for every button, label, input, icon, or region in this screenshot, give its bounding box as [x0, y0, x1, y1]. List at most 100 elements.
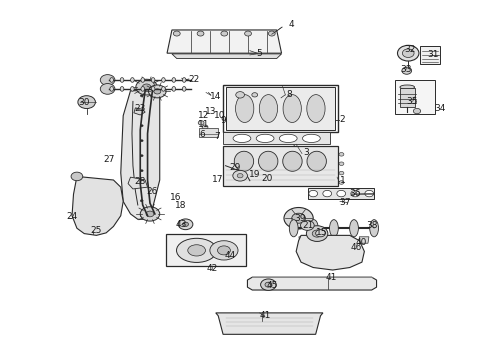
- Ellipse shape: [110, 78, 114, 82]
- Text: 6: 6: [199, 130, 205, 139]
- Circle shape: [221, 31, 228, 36]
- Ellipse shape: [162, 87, 165, 91]
- Circle shape: [78, 96, 96, 109]
- Text: 42: 42: [206, 264, 218, 273]
- Circle shape: [339, 162, 344, 166]
- Polygon shape: [339, 237, 349, 243]
- Ellipse shape: [307, 95, 325, 122]
- Ellipse shape: [182, 78, 186, 82]
- Polygon shape: [72, 176, 123, 235]
- Ellipse shape: [400, 85, 415, 89]
- Ellipse shape: [310, 220, 318, 237]
- Text: 21: 21: [303, 221, 314, 230]
- Circle shape: [140, 215, 143, 217]
- Text: 23: 23: [135, 104, 146, 113]
- Circle shape: [140, 200, 143, 202]
- Text: 9: 9: [220, 116, 226, 125]
- Circle shape: [202, 125, 208, 129]
- Circle shape: [397, 45, 419, 61]
- Text: 41: 41: [326, 273, 338, 282]
- Ellipse shape: [234, 151, 254, 171]
- Polygon shape: [121, 91, 160, 219]
- Text: 31: 31: [427, 50, 439, 59]
- Polygon shape: [299, 237, 309, 243]
- Polygon shape: [167, 30, 282, 53]
- Text: 38: 38: [366, 221, 377, 230]
- Text: 26: 26: [147, 187, 158, 196]
- Circle shape: [237, 174, 243, 178]
- Ellipse shape: [279, 134, 297, 143]
- Text: 12: 12: [198, 111, 209, 120]
- Text: 25: 25: [91, 225, 102, 234]
- Circle shape: [100, 84, 115, 94]
- Circle shape: [140, 207, 160, 221]
- Text: 36: 36: [349, 189, 361, 198]
- Polygon shape: [216, 313, 323, 334]
- Ellipse shape: [210, 241, 238, 260]
- Ellipse shape: [120, 87, 124, 91]
- Circle shape: [339, 153, 344, 156]
- Text: 2: 2: [340, 115, 345, 124]
- Ellipse shape: [151, 87, 155, 91]
- Bar: [395, 80, 435, 114]
- Text: 14: 14: [210, 91, 221, 100]
- Ellipse shape: [151, 78, 155, 82]
- Text: 8: 8: [286, 90, 292, 99]
- Polygon shape: [247, 277, 376, 290]
- Circle shape: [265, 282, 272, 287]
- Circle shape: [140, 140, 143, 142]
- Ellipse shape: [130, 78, 134, 82]
- Circle shape: [183, 222, 189, 226]
- Circle shape: [323, 190, 332, 197]
- Ellipse shape: [236, 95, 254, 122]
- Text: 35: 35: [406, 97, 417, 106]
- Circle shape: [136, 79, 157, 95]
- Text: 4: 4: [289, 20, 294, 29]
- Bar: [166, 234, 246, 266]
- Circle shape: [140, 125, 143, 127]
- Ellipse shape: [252, 93, 258, 97]
- Bar: [223, 132, 330, 144]
- Text: 33: 33: [400, 66, 412, 75]
- Ellipse shape: [141, 87, 145, 91]
- Text: 17: 17: [213, 175, 224, 184]
- Circle shape: [148, 85, 166, 98]
- Bar: [223, 85, 338, 132]
- Text: 13: 13: [205, 107, 217, 116]
- Text: 16: 16: [170, 193, 182, 202]
- Text: 41: 41: [260, 311, 271, 320]
- Bar: [223, 146, 338, 186]
- Ellipse shape: [283, 151, 302, 171]
- Bar: [308, 188, 374, 199]
- Ellipse shape: [289, 220, 298, 237]
- Polygon shape: [134, 108, 145, 115]
- Circle shape: [339, 171, 344, 175]
- Polygon shape: [172, 54, 282, 59]
- Ellipse shape: [172, 87, 175, 91]
- Text: 44: 44: [225, 251, 236, 260]
- Text: 34: 34: [434, 104, 445, 113]
- Circle shape: [140, 110, 143, 112]
- Bar: [225, 87, 335, 130]
- Ellipse shape: [188, 245, 205, 256]
- Circle shape: [140, 95, 143, 97]
- Circle shape: [142, 84, 151, 90]
- Text: 37: 37: [339, 198, 351, 207]
- Bar: [400, 88, 415, 107]
- Bar: [199, 128, 218, 137]
- Text: 39: 39: [294, 214, 305, 223]
- Circle shape: [245, 31, 251, 36]
- Ellipse shape: [110, 87, 114, 91]
- Text: 1: 1: [340, 176, 345, 185]
- Ellipse shape: [307, 151, 326, 171]
- Circle shape: [316, 230, 325, 237]
- Circle shape: [339, 181, 344, 184]
- Ellipse shape: [330, 220, 338, 237]
- Circle shape: [309, 190, 318, 197]
- Circle shape: [402, 67, 412, 74]
- Text: 27: 27: [103, 155, 114, 164]
- Polygon shape: [319, 237, 329, 243]
- Ellipse shape: [283, 95, 301, 122]
- Circle shape: [154, 89, 161, 94]
- Text: 18: 18: [175, 201, 186, 210]
